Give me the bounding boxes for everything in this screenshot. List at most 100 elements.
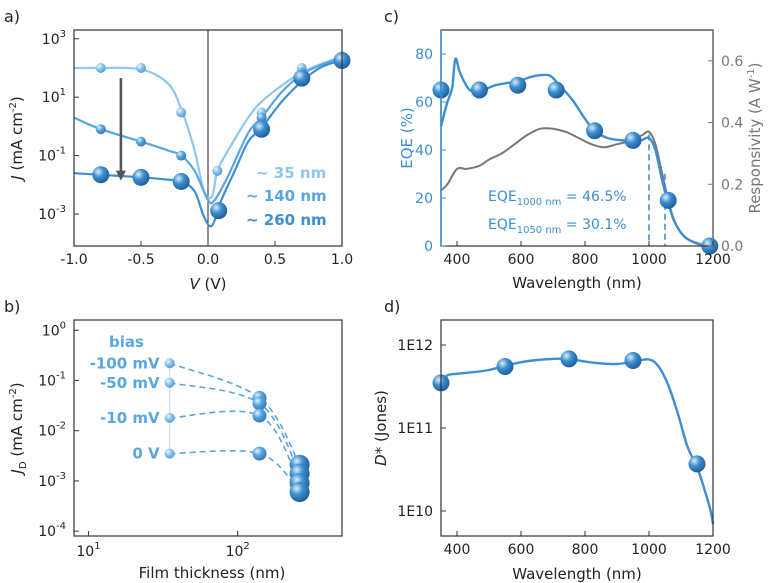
y-right-ticks-c: 0.0 0.2 0.4 0.6 <box>708 54 743 255</box>
marker-a-2-2 <box>172 172 190 190</box>
x-tick-label-b-0: 101 <box>76 541 100 560</box>
marker-a-0-0 <box>95 62 106 73</box>
x-ticks-a: -1.0 -0.5 0.0 0.5 1.0 <box>60 241 353 268</box>
x-tick-label-c-4: 1200 <box>695 252 731 268</box>
panel-label-d: d) <box>384 297 400 316</box>
x-tick-label-d-0: 400 <box>444 542 471 558</box>
y-tick-label-c-0: 0 <box>424 239 433 255</box>
marker-d-3 <box>624 352 642 370</box>
x-tick-label-a-0: -1.0 <box>60 252 87 268</box>
marker-a-1-1 <box>136 136 146 147</box>
plot-d-content <box>432 350 715 525</box>
marker-a-2-5 <box>293 69 311 87</box>
legend-b-item-1: -50 mV <box>100 374 160 392</box>
marker-b-3-2 <box>289 482 310 503</box>
marker-b-2-1 <box>252 408 267 423</box>
x-tick-label-d-2: 800 <box>572 542 599 558</box>
y-tick-label-a-1: 101 <box>42 87 66 106</box>
y-tick-label-c-3: 60 <box>415 95 433 111</box>
marker-a-2-3 <box>210 202 228 220</box>
y-right-tick-label-c-1: 0.2 <box>721 177 743 193</box>
annotation-eqe-1000: EQE1000 nm = 46.5% <box>488 189 627 208</box>
panel-b: b) 101 102 100 10-1 10-2 10-3 10-4 Film thick… <box>4 297 343 582</box>
legend-b-item-0: -100 mV <box>90 354 160 372</box>
y-ticks-d: 1E12 1E11 1E10 <box>397 338 446 520</box>
dstar-line-d <box>440 357 715 525</box>
x-axis-label-d: Wavelength (nm) <box>512 565 642 583</box>
marker-b-3-0 <box>164 448 175 459</box>
marker-a-1-3 <box>256 112 267 123</box>
marker-c-5 <box>624 131 642 149</box>
marker-c-2 <box>509 76 527 94</box>
x-tick-label-c-2: 800 <box>572 252 599 268</box>
marker-a-2-4 <box>253 120 271 138</box>
y-tick-label-d-2: 1E10 <box>397 504 433 520</box>
y-tick-label-b-2: 10-2 <box>38 421 66 440</box>
x-tick-label-a-3: 0.5 <box>264 252 286 268</box>
legend-a-item-260nm: ~ 260 nm <box>246 211 327 229</box>
plot-b-content <box>164 358 310 503</box>
y-tick-label-d-0: 1E12 <box>397 338 433 354</box>
y-tick-label-c-1: 20 <box>415 191 433 207</box>
y-tick-label-a-2: 10-1 <box>38 146 66 165</box>
legend-b-item-3: 0 V <box>132 445 160 463</box>
annotation-eqe-1050: EQE1050 nm = 30.1% <box>488 217 627 236</box>
plot-d-frame <box>440 319 714 537</box>
x-axis-label-c: Wavelength (nm) <box>512 274 642 292</box>
marker-a-0-1 <box>136 62 146 73</box>
marker-c-3 <box>547 81 565 99</box>
marker-a-2-0 <box>92 166 110 184</box>
marker-d-2 <box>560 350 578 368</box>
legend-a-item-35nm: ~ 35 nm <box>256 164 326 182</box>
marker-b-1-0 <box>164 377 175 388</box>
x-tick-label-c-3: 1000 <box>631 252 667 268</box>
y-tick-label-b-3: 10-3 <box>38 471 66 490</box>
plot-b-frame <box>73 319 343 537</box>
y-tick-label-a-0: 103 <box>42 29 66 48</box>
x-tick-label-a-4: 1.0 <box>331 252 353 268</box>
y-tick-label-a-3: 10-3 <box>38 204 66 223</box>
y-ticks-b: 100 10-1 10-2 10-3 10-4 <box>38 320 79 540</box>
x-ticks-c: 400 600 800 1000 1200 <box>444 241 731 268</box>
marker-c-1 <box>470 81 488 99</box>
panel-c: c) 400 600 800 1000 1200 0 20 40 60 80 0.0 0.2 0.4… <box>384 7 764 292</box>
marker-d-4 <box>688 455 706 473</box>
x-tick-label-a-1: -0.5 <box>127 252 154 268</box>
marker-d-1 <box>496 358 514 376</box>
marker-b-1-1 <box>252 396 267 411</box>
y-right-tick-label-c-0: 0.0 <box>721 239 743 255</box>
y-ticks-a: 103 101 10-1 10-3 <box>38 29 79 223</box>
x-tick-label-a-2: 0.0 <box>197 252 219 268</box>
marker-b-0-0 <box>164 358 175 369</box>
y-axis-label-a: J (mA cm-2) <box>8 96 26 182</box>
marker-a-0-2 <box>176 107 187 118</box>
x-tick-label-c-0: 400 <box>444 252 471 268</box>
legend-a: ~ 35 nm ~ 140 nm ~ 260 nm <box>246 164 327 229</box>
y-tick-label-b-4: 10-4 <box>38 521 66 540</box>
marker-c-6 <box>659 191 677 209</box>
legend-a-item-140nm: ~ 140 nm <box>246 187 327 205</box>
marker-b-3-1 <box>252 446 267 461</box>
series-dash-b-0 <box>169 362 301 466</box>
panel-a: a) -1.0 -0.5 0.0 0.5 1.0 103 101 10-1 10-3 V (V… <box>4 7 353 293</box>
legend-b-title: bias <box>109 333 144 351</box>
x-axis-label-a: V (V) <box>189 275 226 293</box>
y-tick-label-c-4: 80 <box>415 47 433 63</box>
marker-a-0-3 <box>212 165 223 176</box>
y-ticks-c: 0 20 40 60 80 <box>415 47 446 255</box>
x-tick-label-d-4: 1200 <box>695 542 731 558</box>
y-right-tick-label-c-2: 0.4 <box>721 116 743 132</box>
marker-a-1-0 <box>95 124 106 135</box>
panel-label-c: c) <box>384 7 399 26</box>
series-dash-b-1 <box>169 382 301 474</box>
x-ticks-b: 101 102 <box>76 531 250 560</box>
x-ticks-d: 400 600 800 1000 1200 <box>444 531 731 558</box>
x-tick-label-c-1: 600 <box>508 252 535 268</box>
panel-label-b: b) <box>4 297 20 316</box>
y-axis-label-c-left: EQE (%) <box>398 107 416 169</box>
marker-a-2-1 <box>132 168 150 186</box>
plot-c-content <box>432 57 719 255</box>
marker-a-1-2 <box>176 150 187 161</box>
y-tick-label-d-1: 1E11 <box>397 421 433 437</box>
